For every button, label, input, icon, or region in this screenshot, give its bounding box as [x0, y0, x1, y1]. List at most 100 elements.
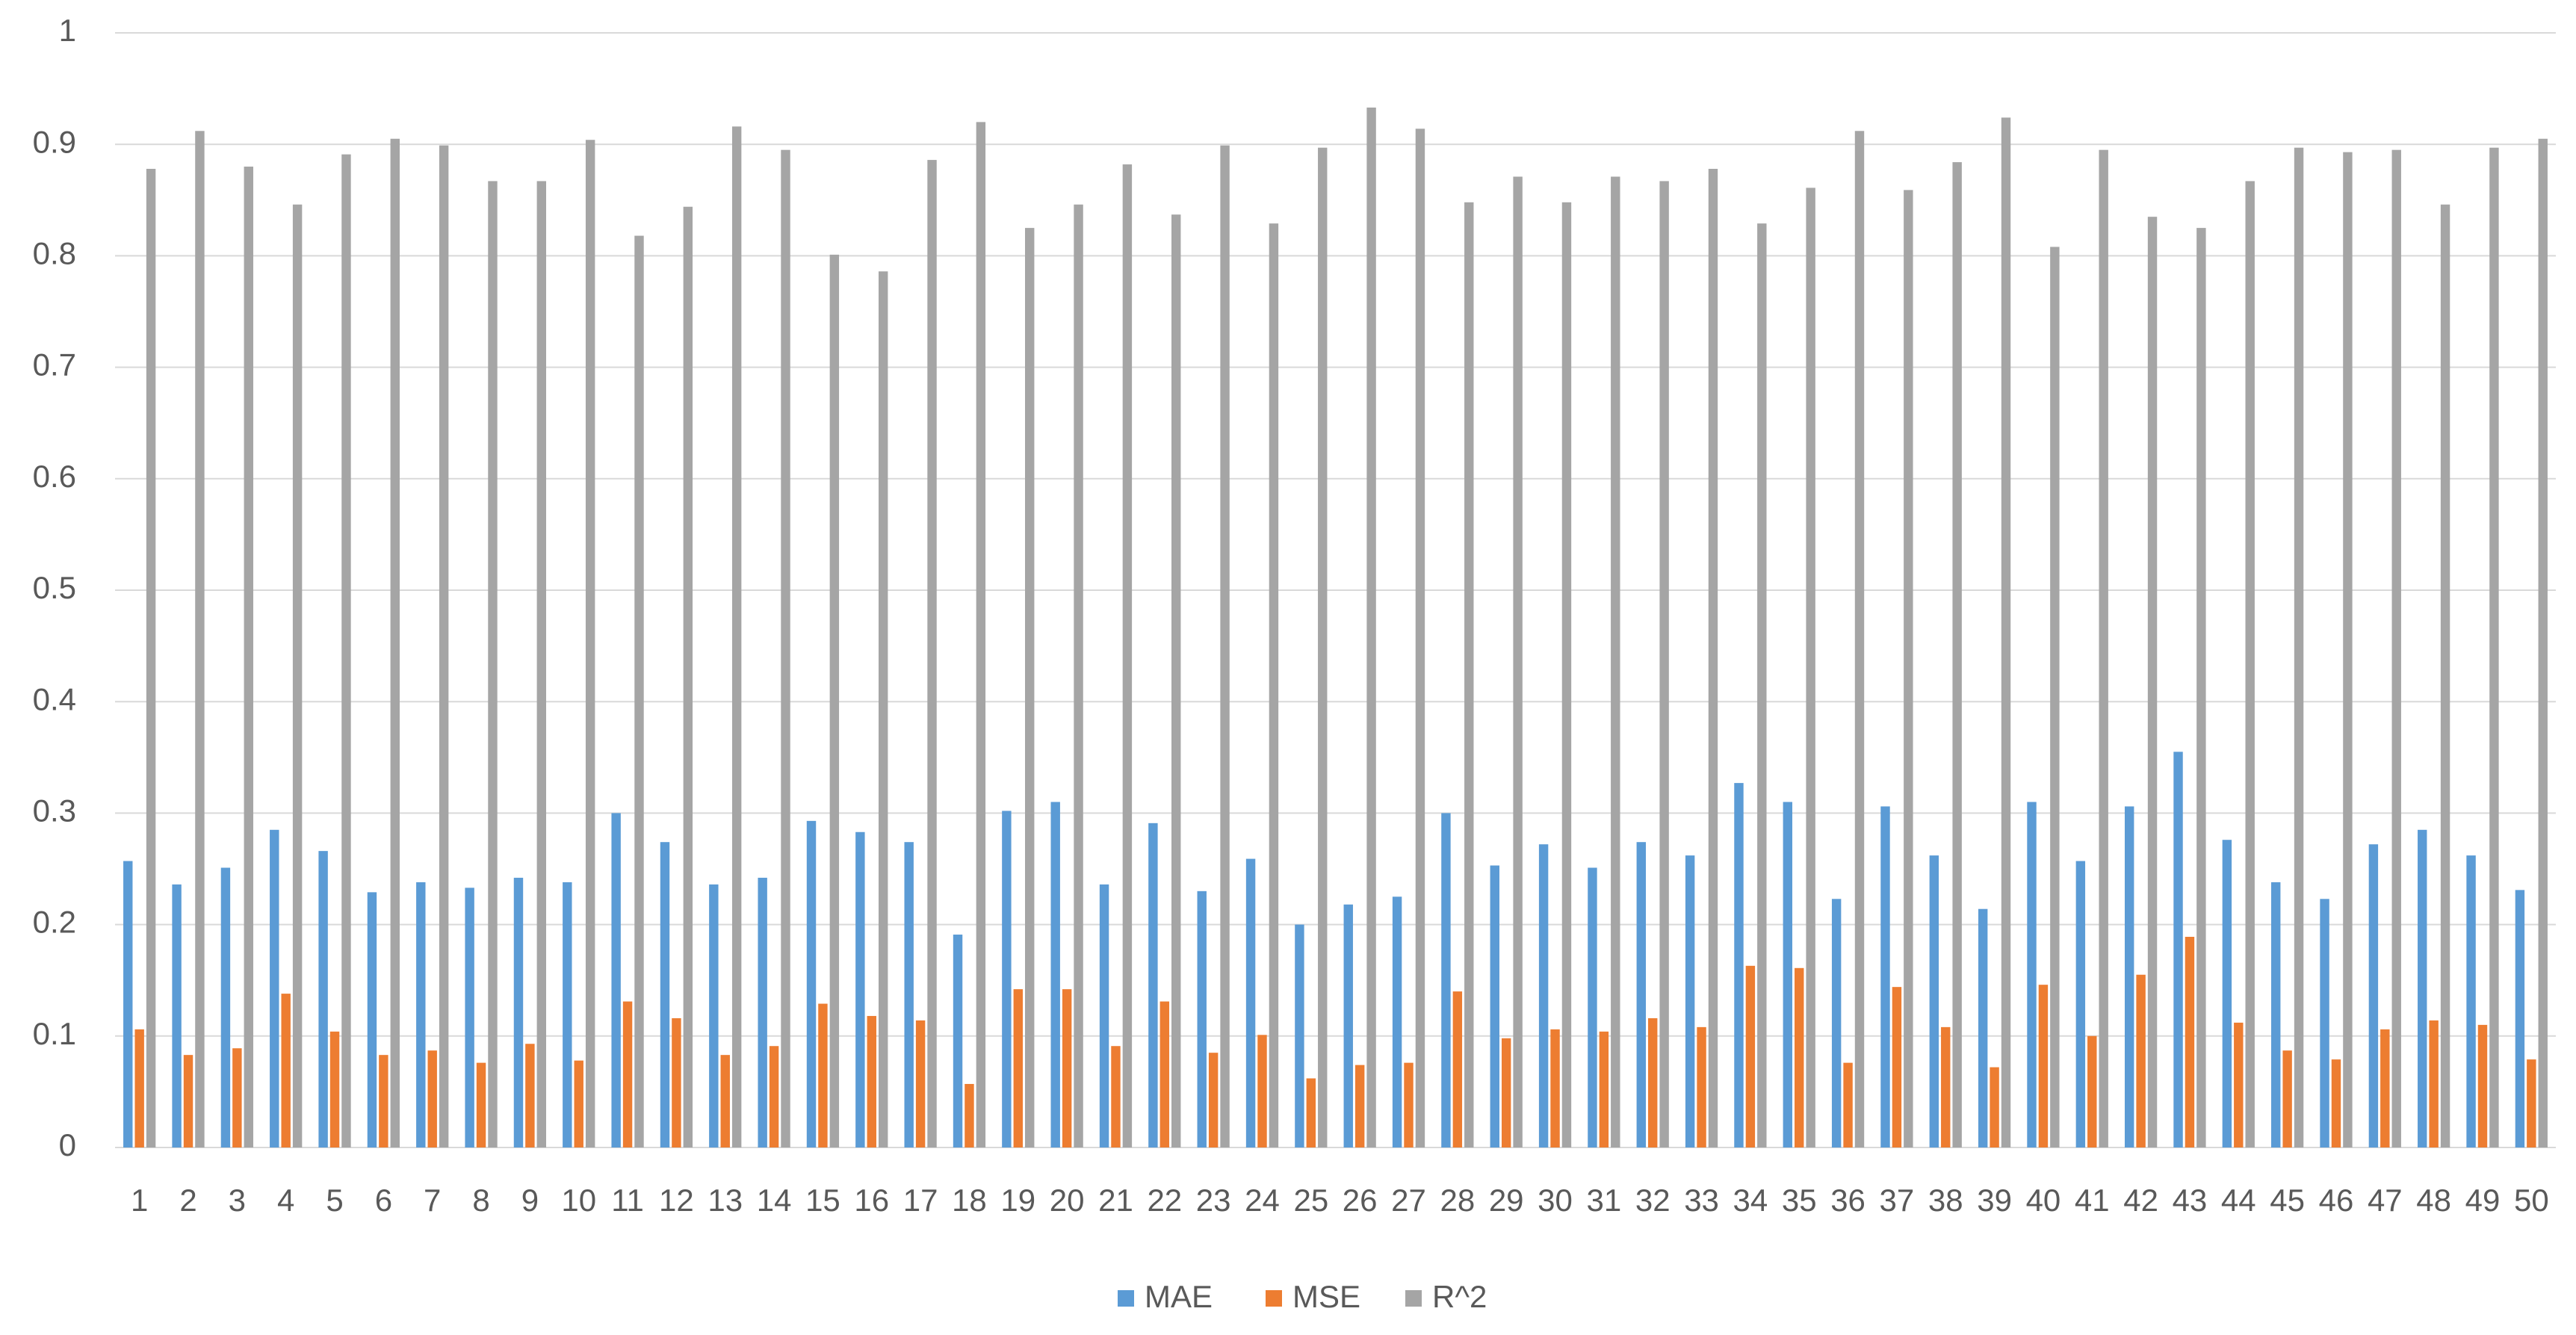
bar [574, 1060, 583, 1147]
bar [379, 1055, 388, 1147]
bar [818, 1003, 828, 1147]
legend-swatch [1405, 1290, 1422, 1307]
bar [1074, 204, 1083, 1147]
bar [965, 1083, 974, 1147]
bar [904, 842, 914, 1147]
bar [367, 892, 377, 1147]
bar [1843, 1062, 1853, 1147]
bar [927, 160, 937, 1147]
bar [2222, 840, 2232, 1147]
x-tick-label: 17 [903, 1183, 938, 1218]
bar [976, 122, 986, 1148]
bar [318, 851, 328, 1147]
x-tick-label: 43 [2173, 1183, 2208, 1218]
bar [2320, 899, 2329, 1147]
bar [1404, 1062, 1414, 1147]
bar [232, 1048, 242, 1147]
bar [622, 1001, 633, 1147]
bar [1697, 1026, 1706, 1147]
bar [2331, 1059, 2341, 1147]
bar [1648, 1017, 1658, 1147]
x-tick-label: 6 [375, 1183, 392, 1218]
bar [292, 204, 303, 1147]
bar [244, 167, 253, 1147]
x-tick-label: 2 [179, 1183, 196, 1218]
bar [878, 271, 888, 1148]
bar [660, 842, 670, 1147]
bar [465, 888, 474, 1147]
bar [563, 882, 572, 1147]
x-tick-label: 20 [1050, 1183, 1085, 1218]
bar [953, 935, 963, 1147]
bar [2429, 1020, 2439, 1147]
legend-swatch [1266, 1290, 1282, 1307]
bar [2294, 147, 2304, 1147]
x-tick-label: 30 [1538, 1183, 1573, 1218]
y-tick-label: 0.9 [33, 124, 76, 159]
y-tick-label: 0.3 [33, 793, 76, 828]
legend-label: MAE [1145, 1279, 1213, 1314]
bar [1366, 107, 1376, 1148]
y-tick-label: 0.2 [33, 905, 76, 940]
x-tick-label: 19 [1000, 1183, 1035, 1218]
bar [1550, 1029, 1560, 1147]
x-tick-label: 24 [1245, 1183, 1280, 1218]
bar [634, 235, 644, 1148]
bar [123, 861, 133, 1147]
bar [2196, 228, 2206, 1148]
x-tick-label: 3 [229, 1183, 246, 1218]
bar [1795, 967, 1804, 1147]
bar [1441, 813, 1451, 1147]
bar [416, 882, 426, 1147]
y-tick-label: 0 [59, 1127, 76, 1162]
x-tick-label: 4 [277, 1183, 294, 1218]
x-tick-label: 25 [1293, 1183, 1328, 1218]
x-tick-label: 9 [521, 1183, 539, 1218]
bar [183, 1055, 193, 1147]
bar [1990, 1067, 1999, 1147]
bar [1831, 899, 1842, 1147]
y-tick-label: 0.8 [33, 235, 76, 270]
x-tick-label: 15 [805, 1183, 840, 1218]
bar [2050, 247, 2060, 1147]
bar [1025, 228, 1035, 1148]
x-tick-label: 47 [2368, 1183, 2403, 1218]
bar [329, 1031, 340, 1147]
bar [390, 138, 400, 1148]
bar [731, 126, 742, 1147]
bar [769, 1046, 779, 1147]
bar [1538, 844, 1549, 1147]
bar [1561, 202, 1572, 1148]
bar [2271, 882, 2281, 1147]
bar [2391, 149, 2401, 1147]
bar [1197, 890, 1207, 1147]
bar [1929, 855, 1939, 1147]
bar [1306, 1078, 1316, 1147]
x-tick-label: 38 [1928, 1183, 1963, 1218]
bar [2038, 985, 2049, 1147]
bar [1941, 1026, 1951, 1147]
bar [1257, 1035, 1267, 1147]
bar [146, 169, 156, 1147]
bar [1392, 896, 1402, 1147]
x-tick-label: 50 [2514, 1183, 2549, 1218]
bar [1806, 188, 1815, 1148]
x-tick-label: 14 [757, 1183, 792, 1218]
bar [2538, 138, 2548, 1148]
bar [1588, 867, 1597, 1147]
bar [1159, 1001, 1170, 1147]
bar [220, 867, 231, 1147]
bar [1171, 214, 1181, 1147]
bar [1050, 802, 1060, 1147]
x-tick-label: 28 [1440, 1183, 1475, 1218]
x-tick-label: 31 [1587, 1183, 1622, 1218]
bar [195, 131, 205, 1147]
bar [2087, 1035, 2097, 1147]
bar [1220, 145, 1230, 1147]
bar [855, 831, 865, 1147]
x-tick-label: 35 [1782, 1183, 1817, 1218]
bar [1685, 855, 1695, 1147]
bar [1892, 987, 1902, 1147]
bar [1002, 811, 1012, 1147]
